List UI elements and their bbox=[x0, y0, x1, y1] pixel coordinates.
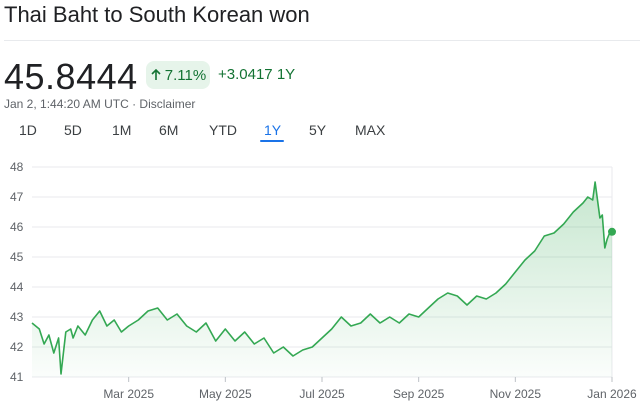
price-timestamp-line: Jan 2, 1:44:20 AM UTC · Disclaimer bbox=[4, 97, 195, 111]
y-tick-label: 48 bbox=[10, 160, 24, 174]
y-tick-label: 45 bbox=[10, 250, 24, 264]
change-percent-badge: 7.11% bbox=[146, 61, 210, 89]
price-area bbox=[32, 182, 612, 377]
change-absolute: +3.0417 1Y bbox=[218, 66, 295, 83]
active-tab-indicator bbox=[260, 140, 284, 142]
current-price: 45.8444 bbox=[4, 56, 138, 97]
y-tick-label: 41 bbox=[10, 370, 24, 384]
x-tick-label: Jul 2025 bbox=[299, 387, 345, 401]
tab-5d[interactable]: 5D bbox=[64, 122, 82, 138]
page-title: Thai Baht to South Korean won bbox=[4, 2, 310, 27]
x-axis: Mar 2025 May 2025 Jul 2025 Sep 2025 Nov 2025… bbox=[103, 377, 637, 401]
arrow-up-icon bbox=[150, 69, 162, 81]
y-tick-label: 47 bbox=[10, 190, 24, 204]
tab-5y[interactable]: 5Y bbox=[309, 122, 327, 138]
x-tick-label: Nov 2025 bbox=[490, 387, 542, 401]
x-tick-label: Mar 2025 bbox=[103, 387, 154, 401]
price-chart[interactable]: 41 42 43 44 45 46 47 48 Mar 2025 May 2025 Jul 202… bbox=[0, 150, 640, 414]
tab-1d[interactable]: 1D bbox=[19, 122, 37, 138]
y-tick-label: 42 bbox=[10, 340, 24, 354]
meta-separator: · bbox=[132, 97, 137, 111]
y-tick-label: 46 bbox=[10, 220, 24, 234]
change-period: 1Y bbox=[276, 66, 296, 83]
tab-ytd[interactable]: YTD bbox=[209, 122, 237, 138]
header-divider bbox=[4, 40, 640, 41]
change-absolute-value: +3.0417 bbox=[218, 66, 273, 83]
x-tick-label: Jan 2026 bbox=[587, 387, 637, 401]
price-line bbox=[31, 181, 613, 375]
y-tick-label: 43 bbox=[10, 310, 24, 324]
price-timestamp: Jan 2, 1:44:20 AM UTC bbox=[4, 97, 129, 111]
tab-1y[interactable]: 1Y bbox=[264, 122, 282, 138]
disclaimer-link[interactable]: Disclaimer bbox=[139, 97, 196, 111]
current-price-dot bbox=[608, 227, 616, 236]
x-tick-label: Sep 2025 bbox=[393, 387, 445, 401]
tab-1m[interactable]: 1M bbox=[112, 122, 132, 138]
range-tabs: 1D 5D 1M 6M YTD 1Y 5Y MAX bbox=[0, 120, 420, 144]
tab-max[interactable]: MAX bbox=[355, 122, 386, 138]
tab-6m[interactable]: 6M bbox=[159, 122, 179, 138]
y-tick-label: 44 bbox=[10, 280, 24, 294]
x-tick-label: May 2025 bbox=[199, 387, 252, 401]
change-percent: 7.11% bbox=[164, 66, 207, 84]
y-axis: 41 42 43 44 45 46 47 48 bbox=[10, 160, 24, 384]
